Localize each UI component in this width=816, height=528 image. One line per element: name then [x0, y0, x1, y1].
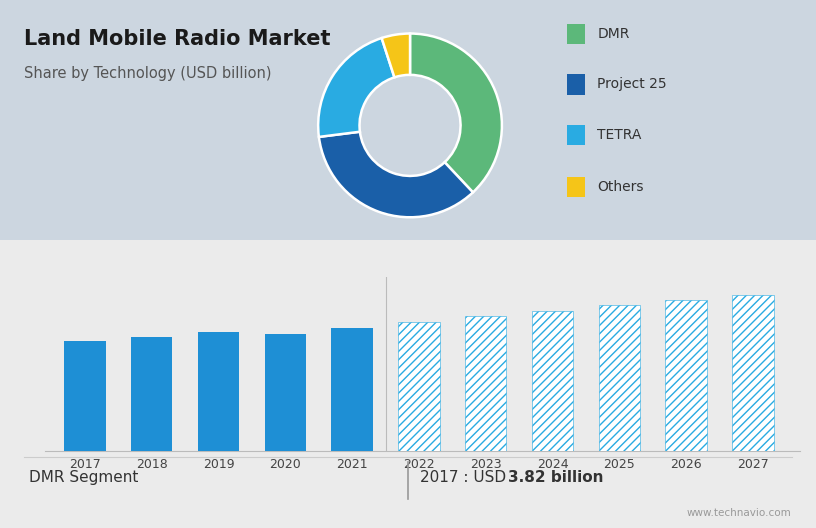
Wedge shape	[410, 34, 502, 192]
Bar	[197, 332, 239, 451]
Text: Share by Technology (USD billion): Share by Technology (USD billion)	[24, 66, 272, 81]
Text: Project 25: Project 25	[597, 78, 667, 91]
Bar	[398, 322, 440, 451]
Text: DMR Segment: DMR Segment	[29, 470, 138, 485]
Bar	[64, 341, 105, 451]
Bar	[732, 295, 774, 451]
Text: 3.82 billion: 3.82 billion	[508, 470, 604, 485]
Bar	[331, 328, 373, 451]
Bar	[532, 310, 574, 451]
Bar	[465, 316, 507, 451]
Bar	[264, 334, 306, 451]
Wedge shape	[318, 38, 394, 137]
Wedge shape	[382, 34, 410, 77]
Bar	[665, 300, 707, 451]
Bar	[131, 337, 172, 451]
Bar	[599, 305, 640, 451]
Text: 2017 : USD: 2017 : USD	[420, 470, 512, 485]
Text: www.technavio.com: www.technavio.com	[687, 508, 792, 518]
Wedge shape	[319, 131, 473, 217]
Text: TETRA: TETRA	[597, 128, 641, 142]
Text: DMR: DMR	[597, 27, 630, 41]
Text: Land Mobile Radio Market: Land Mobile Radio Market	[24, 29, 331, 49]
Text: Others: Others	[597, 181, 644, 194]
